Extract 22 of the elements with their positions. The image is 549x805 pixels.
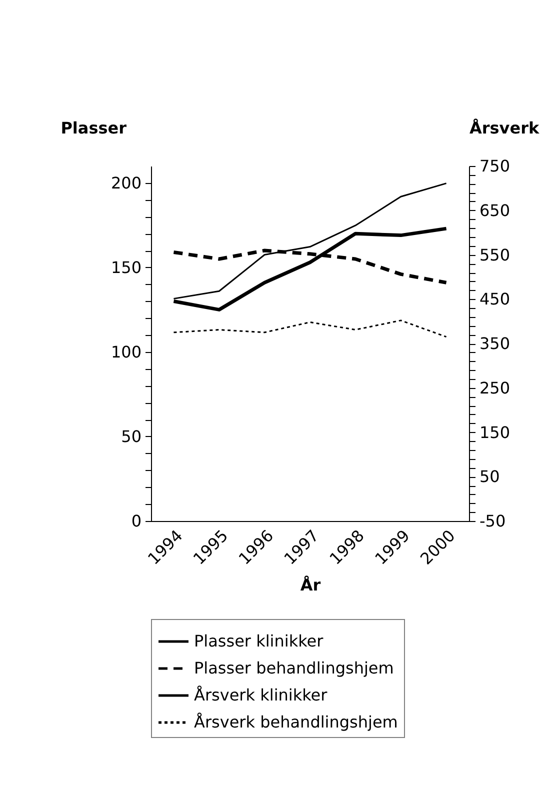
legend-label: Plasser klinikker: [194, 632, 324, 650]
y-tick-label: 0: [131, 512, 142, 530]
line-series: [172, 320, 448, 338]
legend-label: Årsverk klinikker: [194, 686, 328, 704]
x-axis-title: År: [300, 576, 321, 595]
y2-tick-label: 50: [480, 467, 500, 486]
legend-label: Årsverk behandlingshjem: [194, 712, 398, 732]
y-tick-label: 50: [121, 426, 142, 446]
y-tick-label: 200: [110, 173, 142, 192]
y2-tick-label: 650: [480, 200, 510, 220]
y2-axis-title: Årsverk: [470, 118, 540, 138]
y2-tick-label: 550: [480, 245, 510, 264]
y2-tick-label: 350: [480, 334, 510, 353]
y-axis-title: Plasser: [60, 118, 127, 138]
y-tick-label: 100: [110, 342, 142, 362]
legend-label: Plasser behandlingshjem: [194, 658, 394, 678]
y2-tick-label: -50: [480, 512, 506, 530]
y2-tick-label: 750: [480, 156, 510, 176]
y-tick-label: 150: [110, 258, 142, 277]
y2-tick-label: 150: [480, 422, 510, 442]
y2-tick-label: 450: [480, 290, 510, 309]
y2-tick-label: 250: [480, 378, 510, 398]
